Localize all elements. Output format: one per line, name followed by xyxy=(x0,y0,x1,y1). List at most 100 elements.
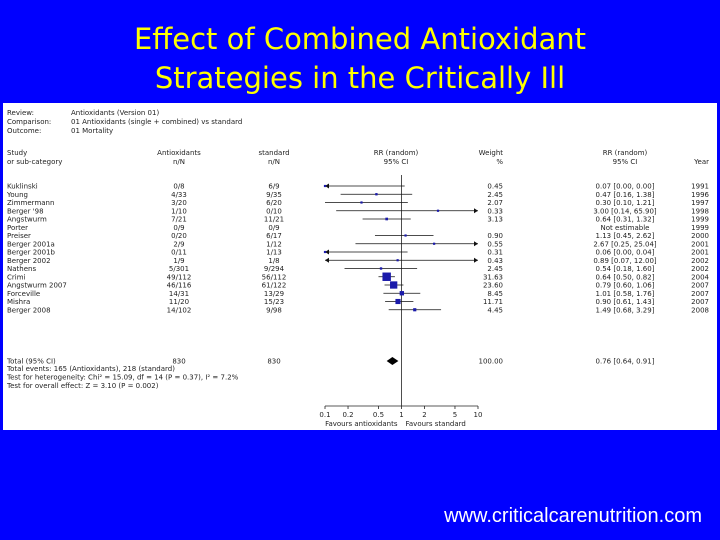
study-weight: 23.60 xyxy=(483,282,503,290)
study-name: Forceville xyxy=(7,290,40,298)
header-rr-text: RR (random) xyxy=(603,149,648,157)
meta-review-label: Review: xyxy=(7,109,34,117)
study-weight: 3.13 xyxy=(487,216,503,224)
forest-plot: Review: Antioxidants (Version 01) Comparis… xyxy=(6,109,710,428)
study-year: 1996 xyxy=(691,191,709,199)
header-rr-plot: RR (random) xyxy=(374,149,419,157)
study-weight: 0.55 xyxy=(487,240,503,248)
study-point-estimate xyxy=(433,242,436,245)
study-year: 1999 xyxy=(691,216,709,224)
study-year: 2002 xyxy=(691,265,709,273)
header-year: Year xyxy=(693,158,709,166)
study-standard-count: 56/112 xyxy=(262,273,287,281)
study-antioxidants-count: 0/8 xyxy=(173,183,184,191)
study-point-estimate xyxy=(379,267,383,270)
header-antioxidants-sub: n/N xyxy=(173,158,185,166)
total-weight: 100.00 xyxy=(479,358,504,366)
study-year: 1999 xyxy=(691,224,709,232)
total-standard: 830 xyxy=(267,358,280,366)
study-weight: 31.63 xyxy=(483,273,503,281)
study-antioxidants-count: 14/102 xyxy=(167,306,192,314)
x-tick-label: 2 xyxy=(422,411,426,419)
study-point-estimate xyxy=(382,272,391,281)
study-name: Berger 2001b xyxy=(7,249,56,257)
slide-title-line-2: Strategies in the Critically Ill xyxy=(154,61,566,95)
study-rr-text: 0.30 [0.10, 1.21] xyxy=(596,199,655,207)
study-point-estimate xyxy=(395,298,401,305)
study-weight: 8.45 xyxy=(487,290,503,298)
favours-right-label: Favours standard xyxy=(406,420,466,428)
study-antioxidants-count: 5/301 xyxy=(169,265,189,273)
study-standard-count: 1/8 xyxy=(268,257,279,265)
study-weight: 0.33 xyxy=(487,207,503,215)
study-standard-count: 6/20 xyxy=(266,199,282,207)
x-tick-label: 10 xyxy=(474,411,483,419)
header-weight: Weight xyxy=(479,149,504,157)
ci-arrow-left xyxy=(325,183,329,189)
total-antioxidants: 830 xyxy=(172,358,185,366)
study-year: 2000 xyxy=(691,232,709,240)
study-point-estimate xyxy=(375,193,378,196)
study-standard-count: 0/10 xyxy=(266,207,282,215)
meta-outcome-value: 01 Mortality xyxy=(71,127,113,135)
study-standard-count: 1/13 xyxy=(266,249,282,257)
study-standard-count: 61/122 xyxy=(262,282,287,290)
study-year: 1998 xyxy=(691,207,709,215)
study-weight: 2.45 xyxy=(487,191,503,199)
study-rr-text: Not estimable xyxy=(601,224,650,232)
favours-left-label: Favours antioxidants xyxy=(325,420,398,428)
study-antioxidants-count: 3/20 xyxy=(171,199,187,207)
study-point-estimate xyxy=(436,209,440,212)
ci-arrow-left xyxy=(325,249,329,255)
study-standard-count: 0/9 xyxy=(268,224,279,232)
study-rr-text: 3.00 [0.14, 65.90] xyxy=(593,207,657,215)
study-point-estimate xyxy=(399,291,405,296)
study-year: 2008 xyxy=(691,306,709,314)
study-year: 2007 xyxy=(691,290,709,298)
header-standard: standard xyxy=(258,149,289,157)
study-rr-text: 0.54 [0.18, 1.60] xyxy=(596,265,655,273)
study-standard-count: 9/35 xyxy=(266,191,282,199)
study-antioxidants-count: 14/31 xyxy=(169,290,189,298)
study-antioxidants-count: 0/11 xyxy=(171,249,187,257)
ci-arrow-right xyxy=(474,208,478,214)
study-rr-text: 0.90 [0.61, 1.43] xyxy=(596,298,655,306)
study-name: Angstwurm 2007 xyxy=(7,282,67,290)
study-name: Mishra xyxy=(7,298,30,306)
total-label: Total (95% CI) xyxy=(6,358,56,366)
study-point-estimate xyxy=(404,234,407,237)
study-antioxidants-count: 4/33 xyxy=(171,191,187,199)
study-antioxidants-count: 2/9 xyxy=(173,240,184,248)
study-year: 1997 xyxy=(691,199,709,207)
footer-url: www.criticalcarenutrition.com xyxy=(444,505,702,527)
x-tick-label: 0.5 xyxy=(373,411,384,419)
study-rr-text: 1.13 [0.45, 2.62] xyxy=(596,232,655,240)
study-rr-text: 0.79 [0.60, 1.06] xyxy=(596,282,655,290)
study-name: Angstwurm xyxy=(7,216,47,224)
header-antioxidants: Antioxidants xyxy=(157,149,201,157)
footnote: Test for overall effect: Z = 3.10 (P = 0… xyxy=(6,382,159,390)
study-name: Nathens xyxy=(7,265,36,273)
study-rr-text: 0.89 [0.07, 12.00] xyxy=(593,257,657,265)
study-name: Berger 2008 xyxy=(7,306,51,314)
study-point-estimate xyxy=(396,259,399,262)
header-rr-plot-sub: 95% CI xyxy=(384,158,409,166)
study-standard-count: 11/21 xyxy=(264,216,284,224)
study-name: Porter xyxy=(7,224,28,232)
study-antioxidants-count: 1/10 xyxy=(171,207,187,215)
study-antioxidants-count: 46/116 xyxy=(167,282,192,290)
study-standard-count: 6/9 xyxy=(268,183,279,191)
study-name: Young xyxy=(6,191,28,199)
x-tick-label: 0.2 xyxy=(342,411,353,419)
meta-comparison-label: Comparison: xyxy=(7,118,51,126)
header-standard-sub: n/N xyxy=(268,158,280,166)
total-rr-text: 0.76 [0.64, 0.91] xyxy=(596,358,655,366)
study-rr-text: 0.06 [0.00, 0.04] xyxy=(596,249,655,257)
study-weight: 0.45 xyxy=(487,183,503,191)
footnote: Total events: 165 (Antioxidants), 218 (s… xyxy=(6,365,175,373)
study-standard-count: 1/12 xyxy=(266,240,282,248)
study-weight: 0.90 xyxy=(487,232,503,240)
study-point-estimate xyxy=(413,308,417,312)
study-antioxidants-count: 49/112 xyxy=(167,273,192,281)
study-standard-count: 6/17 xyxy=(266,232,282,240)
